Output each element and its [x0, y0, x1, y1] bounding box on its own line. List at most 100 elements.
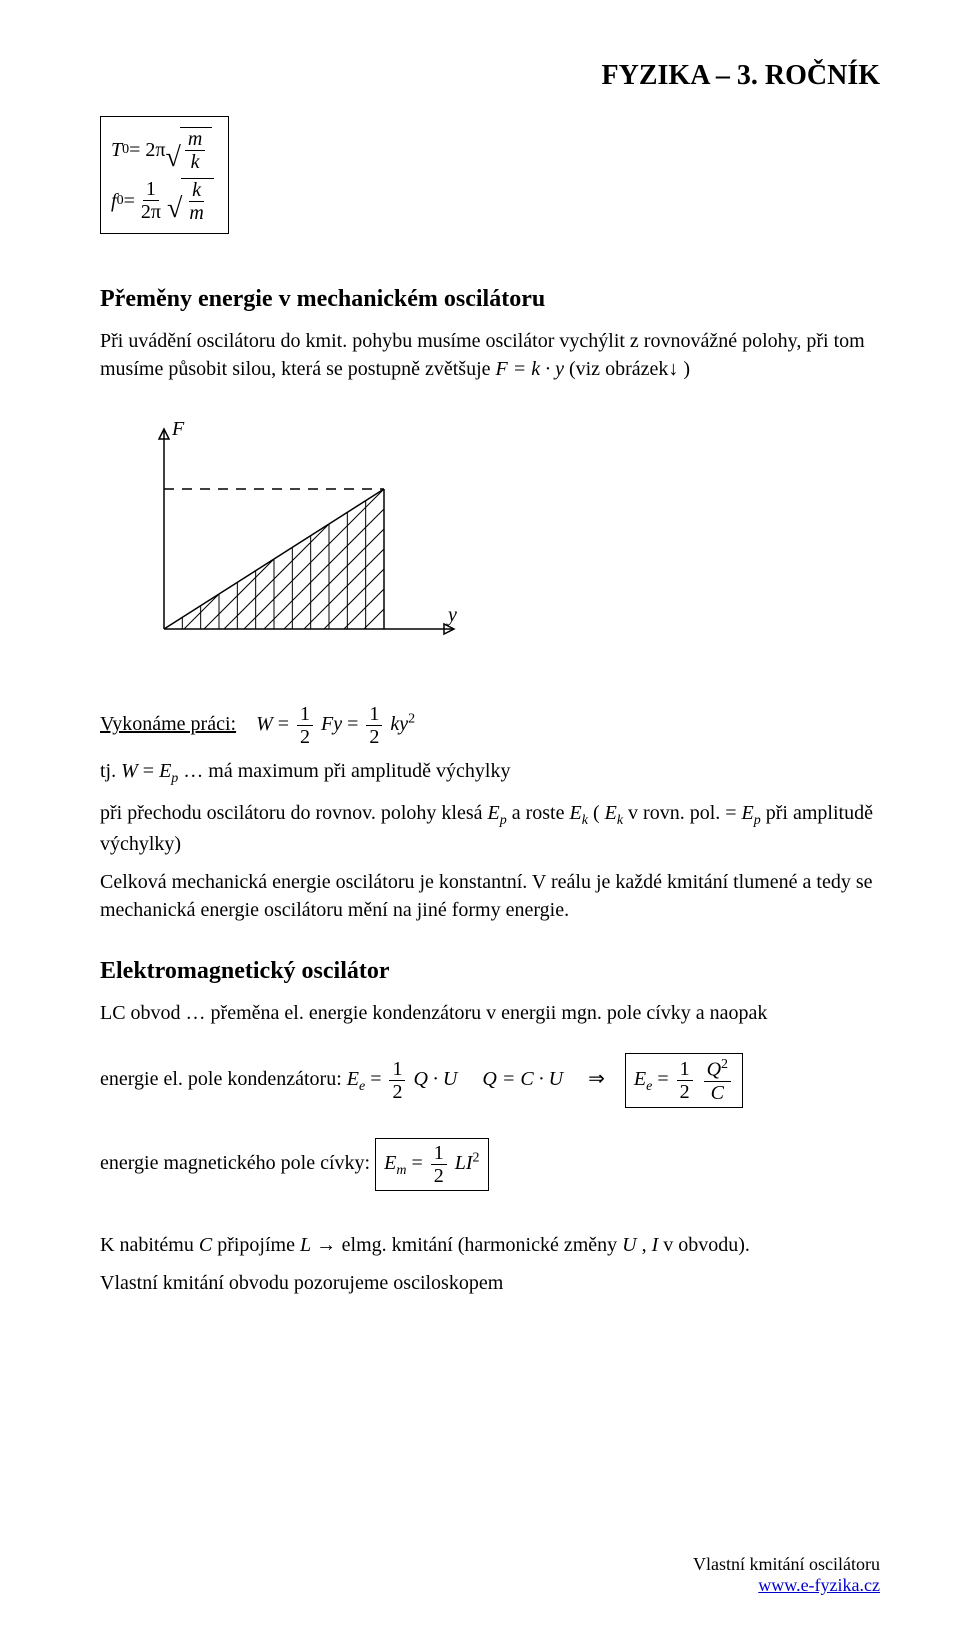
- Ek-E2: E: [605, 802, 617, 824]
- svg-text:y: y: [446, 604, 457, 626]
- Ee-e: e: [359, 1079, 365, 1094]
- ee-halfn2: 1: [677, 1059, 693, 1081]
- page-footer: Vlastní kmitání oscilátoru www.e-fyzika.…: [693, 1554, 880, 1596]
- line-work: Vykonáme práci: W = 12 Fy = 12 ky2: [100, 704, 880, 747]
- period-frequency-formula-box: T0 = 2π √ m k f0 = 1 2π √: [100, 116, 229, 234]
- ee-QU: Q · U: [413, 1068, 457, 1090]
- f1-t4: v obvodu).: [663, 1234, 750, 1256]
- Ek-E: E: [570, 802, 582, 824]
- rest-maxampl: … má maximum při amplitudě výchylky: [183, 760, 510, 782]
- ky: ky: [390, 713, 408, 735]
- em-LI: LI: [455, 1152, 473, 1174]
- half-d2: 2: [366, 726, 382, 747]
- E: E: [159, 760, 171, 782]
- t1: při přechodu oscilátoru do rovnov. poloh…: [100, 802, 488, 824]
- f1-t2: připojíme: [217, 1234, 300, 1256]
- half-n: 1: [297, 704, 313, 726]
- eq2: =: [347, 713, 363, 735]
- half-d: 2: [297, 726, 313, 747]
- Ek-k2: k: [617, 813, 623, 828]
- em-halfd: 2: [431, 1165, 447, 1186]
- frequency-formula: f0 = 1 2π √ k m: [111, 178, 214, 223]
- f1-I: I: [652, 1234, 659, 1256]
- den-k: k: [188, 151, 203, 172]
- sqrt-km: √ k m: [167, 178, 214, 223]
- Ee-e2: e: [646, 1079, 652, 1094]
- ee-halfd2: 2: [677, 1081, 693, 1102]
- heading-premeny: Přeměny energie v mechanickém oscilátoru: [100, 286, 880, 313]
- var-W: W: [256, 713, 273, 735]
- footer-link[interactable]: www.e-fyzika.cz: [758, 1575, 880, 1595]
- num-m: m: [185, 129, 205, 151]
- Ep-E: E: [488, 802, 500, 824]
- f1-U: U: [622, 1234, 636, 1256]
- label-em: energie magnetického pole cívky:: [100, 1152, 375, 1174]
- ee-C: C: [708, 1082, 727, 1103]
- sq: 2: [408, 711, 415, 726]
- force-displacement-graph: Fy: [124, 409, 880, 674]
- ee-halfd: 2: [389, 1081, 405, 1102]
- label-vykoname: Vykonáme práci:: [100, 713, 236, 735]
- para-celkova: Celková mechanická energie oscilátoru je…: [100, 868, 880, 924]
- footer-title: Vlastní kmitání oscilátoru: [693, 1554, 880, 1575]
- Ep-p2: p: [754, 813, 761, 828]
- label-ee: energie el. pole kondenzátoru:: [100, 1068, 347, 1090]
- t2: a roste: [512, 802, 570, 824]
- svg-text:F: F: [171, 418, 185, 440]
- heading-em-oscilator: Elektromagnetický oscilátor: [100, 958, 880, 985]
- line-em: energie magnetického pole cívky: Em = 12…: [100, 1138, 880, 1191]
- txt-viz: (viz obrázek↓ ): [569, 358, 690, 380]
- Fy: Fy: [321, 713, 342, 735]
- line-final2: Vlastní kmitání obvodu pozorujeme oscilo…: [100, 1269, 880, 1297]
- line-W-Ep: tj. W = Ep … má maximum při amplitudě vý…: [100, 757, 880, 789]
- f1-C: C: [199, 1234, 212, 1256]
- Ee-E: E: [347, 1068, 359, 1090]
- num-k: k: [189, 180, 204, 202]
- eq-2pi: = 2π: [129, 140, 165, 160]
- num-1: 1: [143, 179, 159, 201]
- tj: tj.: [100, 760, 121, 782]
- eq: =: [124, 191, 135, 211]
- Em-m: m: [396, 1163, 406, 1178]
- f1-t3: elmg. kmitání (harmonické změny: [342, 1234, 622, 1256]
- eq-F-ky: F = k · y: [496, 358, 564, 380]
- em-sq: 2: [473, 1150, 480, 1165]
- implies-arrow: ⇒: [588, 1068, 605, 1090]
- em-halfn: 1: [431, 1143, 447, 1165]
- eq3: =: [143, 760, 159, 782]
- Em-E: E: [384, 1152, 396, 1174]
- W2: W: [121, 760, 138, 782]
- half-n2: 1: [366, 704, 382, 726]
- sqrt-mk: √ m k: [166, 127, 213, 172]
- ee-halfn: 1: [389, 1059, 405, 1081]
- f1-t1: K nabitému: [100, 1234, 199, 1256]
- line-ee: energie el. pole kondenzátoru: Ee = 12 Q…: [100, 1053, 880, 1108]
- sub-0: 0: [122, 143, 129, 157]
- f1-arrow: →: [316, 1234, 342, 1256]
- var-T: T: [111, 140, 122, 160]
- ee-sq: 2: [721, 1057, 728, 1072]
- para-uvadeni: Při uvádění oscilátoru do kmit. pohybu m…: [100, 327, 880, 383]
- Ee-E2: E: [634, 1068, 646, 1090]
- line-lc: LC obvod … přeměna el. energie kondenzát…: [100, 999, 880, 1027]
- ee-Q: Q: [707, 1059, 721, 1081]
- box-Em-result: Em = 12 LI2: [375, 1138, 488, 1191]
- eq1: =: [278, 713, 294, 735]
- den-m: m: [186, 202, 206, 223]
- f1-L: L: [300, 1234, 311, 1256]
- t3: (: [593, 802, 600, 824]
- line-final1: K nabitému C připojíme L → elmg. kmitání…: [100, 1231, 880, 1259]
- den-2pi: 2π: [138, 201, 164, 222]
- sub-0b: 0: [117, 194, 124, 208]
- Ep-E2: E: [742, 802, 754, 824]
- period-formula: T0 = 2π √ m k: [111, 127, 214, 172]
- Ep-p: p: [500, 813, 507, 828]
- t3b: v rovn. pol. =: [628, 802, 742, 824]
- ee-QCU: Q = C · U: [482, 1068, 563, 1090]
- txt-uvadeni: Při uvádění oscilátoru do kmit. pohybu m…: [100, 330, 865, 380]
- page-header: FYZIKA – 3. ROČNÍK: [100, 60, 880, 92]
- line-prechod: při přechodu oscilátoru do rovnov. poloh…: [100, 799, 880, 859]
- box-Ee-result: Ee = 12 Q2 C: [625, 1053, 743, 1108]
- Ek-k: k: [582, 813, 588, 828]
- f1-comma: ,: [642, 1234, 652, 1256]
